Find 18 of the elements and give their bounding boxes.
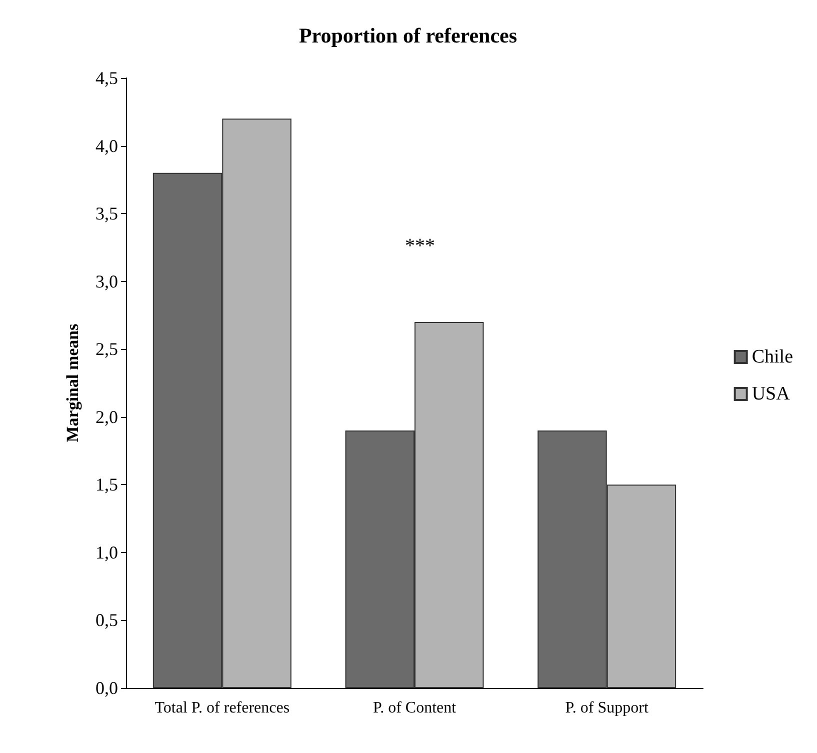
y-tick-label: 3,0	[96, 271, 118, 292]
y-tick-label: 0,0	[96, 678, 118, 698]
annotation: ***	[405, 235, 435, 257]
y-tick-label: 3,5	[96, 204, 118, 224]
y-tick-label: 1,5	[96, 474, 118, 495]
y-tick-label: 4,0	[96, 136, 118, 156]
y-tick-label: 4,5	[96, 68, 118, 88]
x-tick-label: P. of Support	[565, 700, 649, 716]
chart-title: Proportion of references	[298, 24, 518, 48]
y-tick-label: 0,5	[96, 610, 118, 630]
x-tick-label: P. of Content	[372, 700, 457, 716]
y-tick-label: 2,0	[96, 406, 118, 427]
legend-label: Chile	[752, 346, 794, 368]
legend-label: USA	[752, 384, 790, 404]
y-axis-title: Marginal means	[63, 323, 82, 442]
y-tick-label: 1,0	[96, 542, 118, 562]
y-tick-label: 2,5	[96, 339, 118, 360]
x-tick-label: Total P. of references	[154, 700, 290, 716]
